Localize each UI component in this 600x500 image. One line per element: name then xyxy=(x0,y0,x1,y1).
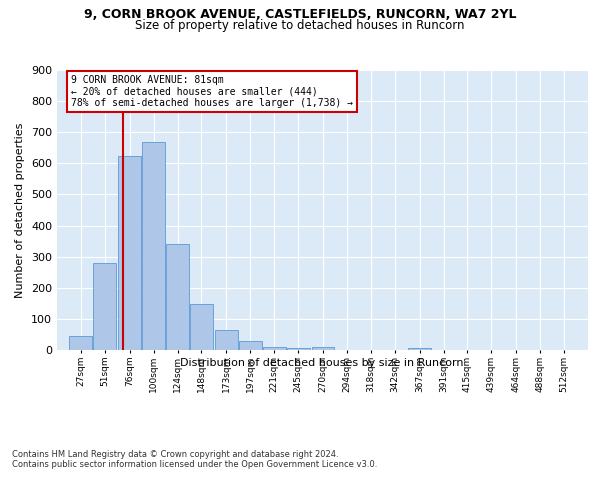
Text: 9 CORN BROOK AVENUE: 81sqm
← 20% of detached houses are smaller (444)
78% of sem: 9 CORN BROOK AVENUE: 81sqm ← 20% of deta… xyxy=(71,74,353,108)
Bar xyxy=(263,346,286,350)
Text: Size of property relative to detached houses in Runcorn: Size of property relative to detached ho… xyxy=(135,18,465,32)
Y-axis label: Number of detached properties: Number of detached properties xyxy=(16,122,25,298)
Text: Distribution of detached houses by size in Runcorn: Distribution of detached houses by size … xyxy=(181,358,464,368)
Bar xyxy=(408,348,431,350)
Bar xyxy=(239,340,262,350)
Bar xyxy=(311,347,334,350)
Text: Contains HM Land Registry data © Crown copyright and database right 2024.
Contai: Contains HM Land Registry data © Crown c… xyxy=(12,450,377,469)
Text: 9, CORN BROOK AVENUE, CASTLEFIELDS, RUNCORN, WA7 2YL: 9, CORN BROOK AVENUE, CASTLEFIELDS, RUNC… xyxy=(84,8,516,20)
Bar xyxy=(287,348,310,350)
Bar xyxy=(166,244,189,350)
Bar xyxy=(142,142,165,350)
Bar xyxy=(70,336,92,350)
Bar xyxy=(190,304,213,350)
Bar xyxy=(94,263,116,350)
Bar xyxy=(215,330,238,350)
Bar xyxy=(118,156,141,350)
